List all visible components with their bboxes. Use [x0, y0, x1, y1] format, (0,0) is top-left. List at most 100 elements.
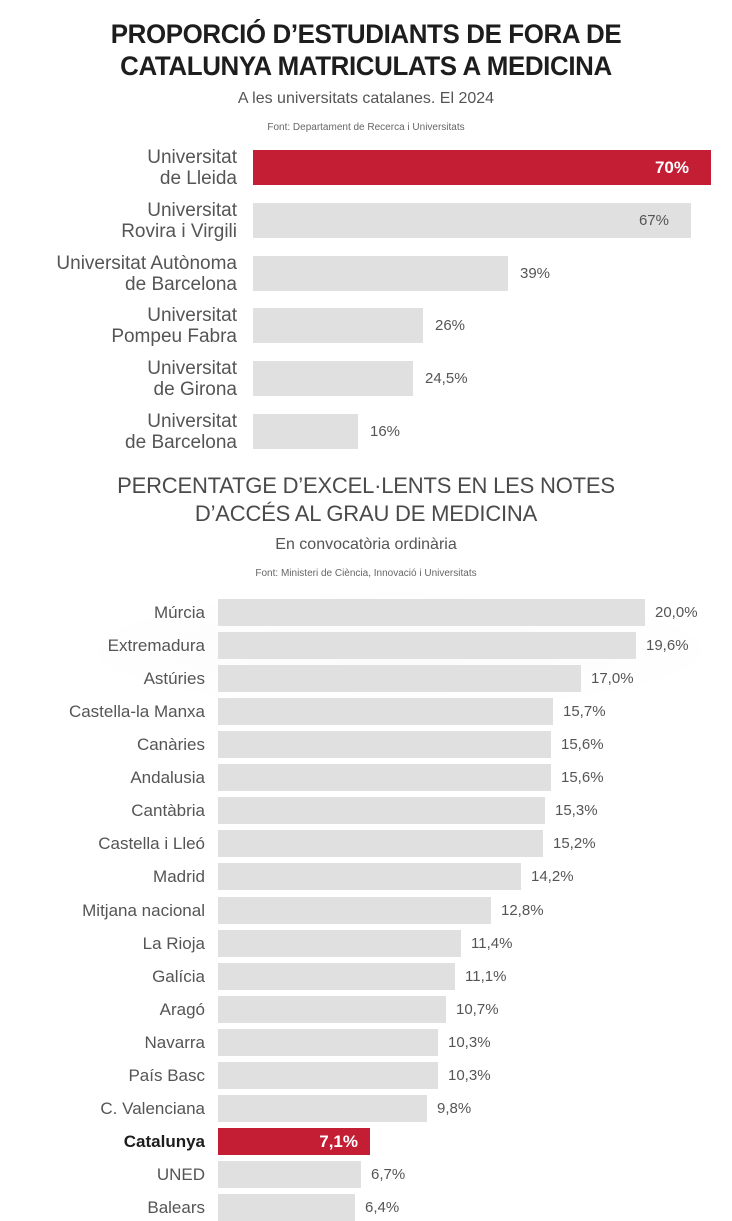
bar-row: Balears 6,4%	[0, 1194, 732, 1221]
bar-label: Universitat Autònoma de Barcelona	[56, 252, 237, 295]
bar-value: 15,6%	[561, 736, 604, 754]
bar-row: Astúries 17,0%	[0, 665, 732, 693]
bar	[218, 863, 521, 891]
bar-value: 15,7%	[563, 703, 606, 721]
bar	[218, 731, 551, 759]
bar-row: Universitat de Lleida 70%	[0, 147, 732, 189]
bar-row: Universitat Rovira i Virgili 67%	[0, 200, 732, 242]
chart1-title-line-1: PROPORCIÓ D’ESTUDIANTS DE FORA DE	[110, 19, 622, 49]
bar-label: Madrid	[153, 867, 205, 887]
bar-row: Universitat de Girona 24,5%	[0, 358, 732, 400]
bar	[218, 797, 545, 825]
bar-value: 16%	[370, 423, 401, 440]
bar-label: Canàries	[136, 735, 205, 755]
chart1-source: Font: Departament de Recerca i Universit…	[267, 122, 465, 133]
bar-value: 70%	[654, 158, 689, 177]
bar-row: C. Valenciana 9,8%	[0, 1094, 732, 1122]
bar-row: Andalusia 15,6%	[0, 764, 732, 792]
bar-label: Castella-la Manxa	[68, 702, 205, 722]
bar-row: UNED 6,7%	[0, 1161, 732, 1189]
chart1-title: PROPORCIÓ D’ESTUDIANTS DE FORA DE CATALU…	[0, 18, 732, 82]
highlighted-bar	[253, 150, 711, 185]
bar	[218, 764, 551, 792]
bar-value: 10,7%	[456, 1000, 499, 1018]
bar-label: Múrcia	[153, 603, 205, 622]
bar-value: 9,8%	[437, 1099, 472, 1117]
bar-label: Galícia	[152, 966, 205, 986]
bar-label: Mitjana nacional	[82, 900, 205, 920]
bar-value: 15,3%	[555, 802, 598, 820]
bar	[218, 1194, 355, 1221]
bar-label: Andalusia	[130, 768, 205, 788]
bar-value: 6,7%	[371, 1166, 406, 1184]
chart2-source: Font: Ministeri de Ciència, Innovació i …	[255, 568, 477, 579]
highlighted-bar	[218, 1127, 370, 1155]
bar	[253, 308, 423, 344]
bar	[218, 599, 645, 626]
bar-value: 19,6%	[646, 637, 689, 655]
bar-value: 11,4%	[471, 934, 513, 952]
bar-row: Mitjana nacional 12,8%	[0, 896, 732, 924]
bar-label: Castella i Lleó	[98, 834, 205, 854]
bar	[218, 929, 461, 957]
bar	[218, 830, 543, 858]
bar-label: UNED	[156, 1165, 205, 1185]
bar-value: 12,8%	[501, 901, 544, 919]
chart2-title-line-2: D’ACCÉS AL GRAU DE MEDICINA	[194, 501, 538, 526]
bar-row: Catalunya 7,1%	[0, 1127, 732, 1155]
bar-value: 67%	[638, 211, 669, 229]
bar-value: 20,0%	[655, 604, 698, 621]
bar-label: Catalunya	[123, 1131, 205, 1151]
bar-row: Universitat Pompeu Fabra 26%	[0, 305, 732, 347]
bar-row: Navarra 10,3%	[0, 1028, 732, 1056]
bar-label: Cantàbria	[131, 801, 205, 821]
bar	[218, 896, 491, 924]
bar-row: La Rioja 11,4%	[0, 929, 732, 957]
bar-row: Madrid 14,2%	[0, 863, 732, 891]
bar	[253, 202, 691, 238]
bar-label: Universitat de Barcelona	[125, 411, 237, 453]
bar-row: Universitat de Barcelona 16%	[0, 411, 732, 453]
bar-label: Aragó	[159, 999, 205, 1019]
bar	[218, 1161, 361, 1189]
bar-value: 15,6%	[561, 769, 604, 787]
bar-row: Canàries 15,6%	[0, 731, 732, 759]
bar-label: Universitat de Lleida	[147, 147, 237, 189]
bar-value: 17,0%	[591, 670, 634, 688]
bar	[218, 632, 636, 660]
bar-row: Cantàbria 15,3%	[0, 797, 732, 825]
chart1-subtitle: A les universitats catalanes. El 2024	[237, 90, 495, 107]
bar-value: 39%	[520, 264, 551, 282]
bar-label: Universitat de Girona	[147, 358, 237, 401]
chart2-title: PERCENTATGE D’EXCEL·LENTS EN LES NOTES D…	[0, 472, 732, 528]
chart2-title-line-1: PERCENTATGE D’EXCEL·LENTS EN LES NOTES	[117, 473, 615, 498]
bar-value: 15,2%	[553, 835, 596, 853]
bar-label: La Rioja	[142, 933, 205, 953]
bar-label: Universitat Rovira i Virgili	[121, 199, 237, 242]
bar	[218, 995, 446, 1023]
bar	[218, 1061, 438, 1089]
bar	[218, 698, 553, 726]
bar-value: 7,1%	[319, 1131, 358, 1151]
bar-row: Extremadura 19,6%	[0, 632, 732, 660]
bar-value: 10,3%	[448, 1033, 491, 1051]
bar	[218, 665, 581, 693]
bar-row: Galícia 11,1%	[0, 962, 732, 990]
bar-label: Extremadura	[107, 636, 205, 656]
bar-label: Astúries	[143, 669, 205, 689]
bar-row: Castella i Lleó 15,2%	[0, 830, 732, 858]
bar-label: Universitat Pompeu Fabra	[111, 305, 237, 348]
chart2-subtitle: En convocatòria ordinària	[275, 536, 457, 553]
bar-row: Aragó 10,7%	[0, 995, 732, 1023]
chart1-title-line-2: CATALUNYA MATRICULATS A MEDICINA	[120, 51, 612, 81]
bar-value: 26%	[435, 317, 466, 335]
bar-value: 14,2%	[531, 868, 574, 886]
bar-label: C. Valenciana	[100, 1098, 205, 1118]
bar-value: 6,4%	[365, 1199, 400, 1217]
bar-value: 24,5%	[425, 370, 468, 388]
bar	[253, 414, 358, 449]
bar-label: Navarra	[144, 1032, 205, 1052]
bar	[253, 255, 508, 291]
bar-value: 10,3%	[448, 1066, 491, 1084]
bar-label: País Basc	[128, 1065, 205, 1085]
